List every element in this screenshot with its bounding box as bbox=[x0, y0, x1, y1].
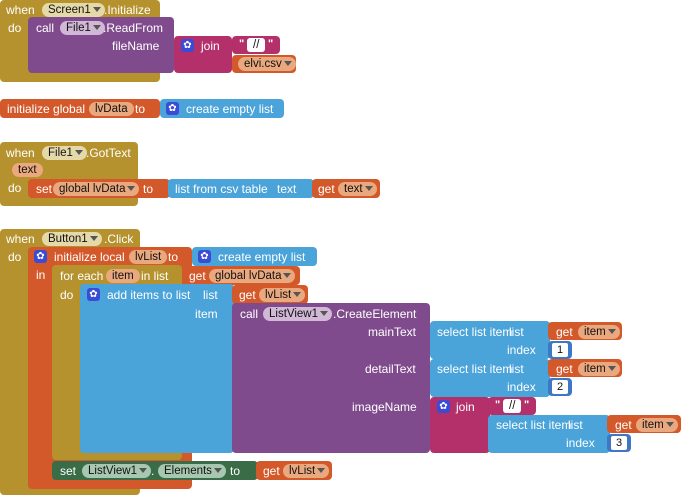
filename-param: fileName bbox=[112, 39, 160, 53]
text-value[interactable]: // bbox=[503, 399, 522, 413]
global-var-name[interactable]: lvData bbox=[89, 102, 134, 116]
filename-dropdown[interactable]: elvi.csv bbox=[238, 57, 296, 71]
list-from-csv-label: list from csv table bbox=[175, 182, 268, 196]
create-empty-list-block[interactable] bbox=[160, 99, 284, 118]
close-quote: " bbox=[524, 399, 530, 411]
index-value[interactable]: 2 bbox=[552, 380, 568, 394]
index-param-label: index bbox=[507, 343, 536, 357]
set-keyword: set bbox=[60, 464, 77, 478]
item-dropdown[interactable]: item bbox=[578, 362, 620, 376]
get-keyword: get bbox=[189, 269, 206, 283]
get-keyword: get bbox=[556, 362, 573, 376]
when-keyword: when bbox=[6, 3, 35, 17]
dot-separator: . bbox=[151, 464, 155, 478]
detailtext-param: detailText bbox=[365, 362, 416, 376]
do-keyword: do bbox=[60, 288, 74, 302]
close-quote: " bbox=[268, 38, 274, 50]
get-keyword: get bbox=[318, 182, 335, 196]
list-param-label: list bbox=[509, 362, 524, 376]
select-list-item-block[interactable] bbox=[430, 321, 550, 359]
call-keyword: call bbox=[240, 307, 259, 321]
create-empty-list-label: create empty list bbox=[186, 102, 274, 116]
init-local-label: initialize local bbox=[54, 250, 125, 264]
in-keyword: in bbox=[36, 268, 46, 282]
mutator-gear-icon[interactable]: ✿ bbox=[87, 288, 100, 301]
text-value[interactable]: // bbox=[247, 38, 266, 52]
item-dropdown[interactable]: item bbox=[636, 418, 678, 432]
to-keyword: to bbox=[230, 464, 241, 478]
text-param-label: text bbox=[277, 182, 297, 196]
event-param-text[interactable]: text bbox=[12, 163, 43, 177]
to-keyword: to bbox=[135, 102, 146, 116]
maintext-param: mainText bbox=[368, 325, 417, 339]
do-keyword: do bbox=[8, 250, 22, 264]
text-var-dropdown[interactable]: text bbox=[338, 182, 377, 196]
listview1-dropdown[interactable]: ListView1 bbox=[263, 307, 333, 321]
loop-var-name[interactable]: item bbox=[106, 269, 140, 283]
get-keyword: get bbox=[239, 288, 256, 302]
select-list-item-label: select list item bbox=[437, 325, 513, 339]
mutator-gear-icon[interactable]: ✿ bbox=[181, 39, 194, 52]
mutator-gear-icon[interactable]: ✿ bbox=[198, 250, 211, 263]
index-value[interactable]: 3 bbox=[611, 436, 627, 450]
to-keyword: to bbox=[168, 250, 179, 264]
select-list-item-block[interactable] bbox=[488, 415, 610, 453]
create-empty-list-block[interactable] bbox=[192, 247, 317, 266]
lvlist-dropdown[interactable]: lvList bbox=[283, 464, 330, 478]
event-name: .Initialize bbox=[104, 3, 151, 17]
select-list-item-label: select list item bbox=[437, 362, 513, 376]
to-keyword: to bbox=[143, 182, 154, 196]
global-lvdata-dropdown[interactable]: global lvData bbox=[53, 182, 140, 196]
mutator-gear-icon[interactable]: ✿ bbox=[437, 400, 450, 413]
index-param-label: index bbox=[566, 436, 595, 450]
button1-dropdown[interactable]: Button1 bbox=[42, 232, 102, 246]
mutator-gear-icon[interactable]: ✿ bbox=[166, 102, 179, 115]
do-keyword: do bbox=[8, 181, 22, 195]
in-list-label: in list bbox=[141, 269, 169, 283]
create-empty-list-label: create empty list bbox=[218, 250, 306, 264]
file1-dropdown[interactable]: File1 bbox=[60, 21, 105, 35]
do-keyword: do bbox=[8, 21, 22, 35]
mutator-gear-icon[interactable]: ✿ bbox=[34, 250, 47, 263]
item-dropdown[interactable]: item bbox=[578, 325, 620, 339]
listview1-dropdown[interactable]: ListView1 bbox=[82, 464, 152, 478]
method-name: .ReadFrom bbox=[103, 21, 164, 35]
init-global-label: initialize global bbox=[7, 102, 86, 116]
get-keyword: get bbox=[615, 418, 632, 432]
item-param-label: item bbox=[195, 307, 218, 321]
event-name: .Click bbox=[104, 232, 134, 246]
list-param-label: list bbox=[203, 288, 218, 302]
create-element-method: .CreateElement bbox=[333, 307, 417, 321]
add-items-block[interactable] bbox=[80, 284, 234, 453]
for-each-label: for each bbox=[60, 269, 104, 283]
global-lvdata-dropdown[interactable]: global lvData bbox=[209, 269, 296, 283]
join-label: join bbox=[201, 39, 220, 53]
when-keyword: when bbox=[6, 232, 35, 246]
index-value[interactable]: 1 bbox=[552, 343, 568, 357]
event-name: .GotText bbox=[86, 146, 131, 160]
open-quote: " bbox=[239, 38, 245, 50]
list-param-label: list bbox=[568, 418, 583, 432]
set-keyword: set bbox=[36, 182, 53, 196]
create-element-block[interactable] bbox=[232, 303, 430, 453]
file1-dropdown[interactable]: File1 bbox=[42, 146, 87, 160]
join-label: join bbox=[456, 400, 475, 414]
elements-dropdown[interactable]: Elements bbox=[158, 464, 226, 478]
get-keyword: get bbox=[556, 325, 573, 339]
lvlist-dropdown[interactable]: lvList bbox=[259, 288, 306, 302]
select-list-item-block[interactable] bbox=[430, 359, 550, 397]
index-param-label: index bbox=[507, 380, 536, 394]
when-keyword: when bbox=[6, 146, 35, 160]
call-keyword: call bbox=[36, 21, 55, 35]
add-items-label: add items to list bbox=[107, 288, 191, 302]
list-param-label: list bbox=[509, 325, 524, 339]
screen1-dropdown[interactable]: Screen1 bbox=[42, 3, 105, 17]
open-quote: " bbox=[495, 399, 501, 411]
get-keyword: get bbox=[263, 464, 280, 478]
select-list-item-label: select list item bbox=[496, 418, 572, 432]
imagename-param: imageName bbox=[352, 400, 417, 414]
list-from-csv-block[interactable] bbox=[168, 179, 314, 198]
local-var-name[interactable]: lvList bbox=[129, 250, 168, 264]
